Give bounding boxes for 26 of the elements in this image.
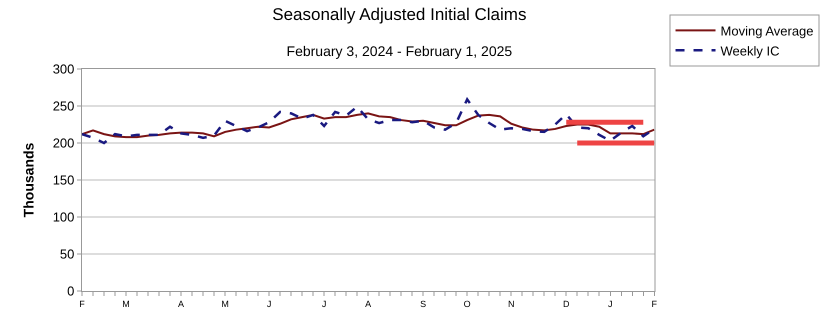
y-tick-label: 300 [52,62,74,77]
y-tick-label: 150 [52,172,74,188]
x-tick-label: J [322,298,326,309]
x-tick-label: S [420,298,426,309]
x-tick-label: M [221,298,229,309]
y-tick-label: 200 [52,136,74,151]
line-series [82,112,654,138]
x-tick-label: M [122,298,130,309]
legend-label: Weekly IC [720,43,780,58]
x-tick-label: A [178,298,184,309]
y-tick-label: 0 [67,284,74,299]
chart-title: Seasonally Adjusted Initial Claims [272,4,526,24]
x-tick-label: O [464,298,471,309]
legend-label: Moving Average [720,23,814,38]
x-tick-label: J [266,298,272,309]
chart-subtitle: February 3, 2024 - February 1, 2025 [286,43,512,60]
y-tick-label: 250 [52,98,74,114]
y-axis-title: Thousands [20,142,36,218]
y-tick-label: 100 [52,210,74,225]
x-tick-label: D [562,298,570,309]
x-tick-label: A [365,298,372,309]
y-tick-label: 50 [60,246,74,262]
x-tick-label: F [652,298,658,309]
x-tick-label: F [79,298,86,309]
x-tick-label: N [508,298,514,309]
x-tick-label: J [608,298,612,309]
